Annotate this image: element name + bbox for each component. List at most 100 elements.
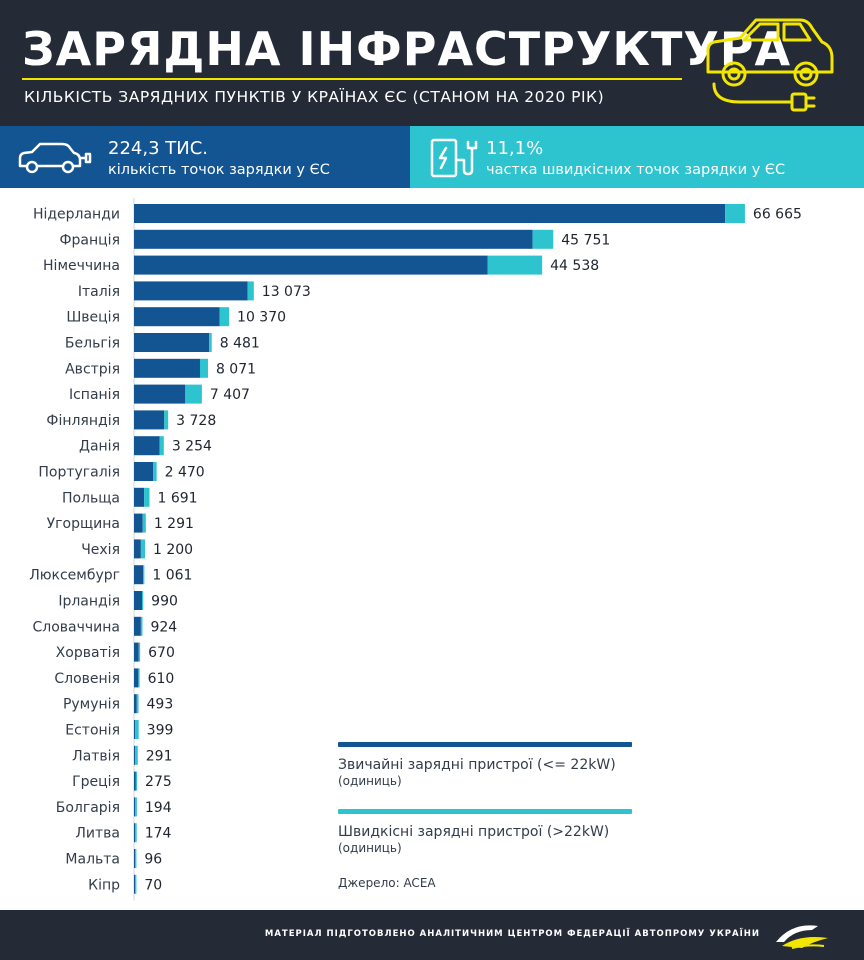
country-label: Словаччина [33,619,121,635]
legend: Звичайні зарядні пристрої (<= 22kW) (оди… [338,742,638,856]
country-label: Італія [78,284,120,300]
value-label: 493 [147,697,174,713]
bar-fast [725,204,745,223]
bar-fast [135,745,138,765]
value-label: 3 254 [172,439,212,455]
bar-regular [134,229,533,249]
value-label: 1 061 [152,568,192,584]
value-label: 174 [145,826,172,842]
bar-fast [135,720,139,739]
bar-fast [136,694,139,714]
value-label: 275 [145,774,172,790]
country-label: Нідерланди [33,207,120,223]
country-label: Данія [79,439,120,455]
legend-fast-unit: (одиниць) [338,841,402,855]
country-label: Словенія [54,671,120,687]
footer-credit: МАТЕРІАЛ ПІДГОТОВЛЕНО АНАЛІТИЧНИМ ЦЕНТРО… [264,929,760,939]
country-label: Франція [59,232,120,248]
value-label: 990 [151,594,178,610]
country-label: Латвія [72,748,120,764]
bar-fast [159,436,164,456]
country-label: Мальта [65,852,120,868]
value-label: 1 691 [157,490,197,506]
bar-fast [142,513,146,533]
country-label: Бельгія [65,336,120,352]
stat-fast-value: 11,1% [486,138,544,159]
bar-regular [134,410,165,430]
value-label: 610 [148,671,175,687]
value-label: 291 [146,748,173,764]
stat-total-panel: 224,3 ТИС. кількість точок зарядки у ЄС [0,126,410,188]
legend-regular-unit: (одиниць) [338,774,402,788]
value-label: 96 [144,852,162,868]
value-label: 66 665 [753,207,802,223]
country-label: Фінляндія [46,413,120,429]
footer: МАТЕРІАЛ ПІДГОТОВЛЕНО АНАЛІТИЧНИМ ЦЕНТРО… [0,910,864,960]
bar-regular [134,204,726,223]
bar-regular [134,616,141,636]
bar-regular [134,436,160,456]
bar-regular [134,333,210,352]
country-label: Австрія [65,361,120,377]
stats-strip: 224,3 ТИС. кількість точок зарядки у ЄС … [0,126,864,188]
country-label: Болгарія [56,800,120,816]
value-label: 8 071 [216,361,256,377]
value-label: 44 538 [550,258,599,274]
country-label: Хорватія [56,645,120,661]
bar-fast [135,797,137,817]
value-label: 70 [144,877,162,893]
country-label: Португалія [38,465,120,481]
value-label: 13 073 [262,284,311,300]
country-label: Німеччина [43,258,120,274]
federation-logo-icon [776,925,828,949]
country-label: Польща [62,490,120,506]
bar-regular [134,462,154,481]
value-label: 1 291 [154,516,194,532]
country-label: Чехія [81,542,120,558]
bar-fast [140,539,145,559]
bar-fast [141,591,144,610]
country-label: Кіпр [88,877,120,893]
stat-total-label: кількість точок зарядки у ЄС [108,162,330,178]
bar-regular [134,720,136,739]
value-label: 8 481 [220,336,260,352]
bar-chart-svg: Нідерланди 66 665 Франція 45 751 Німеччина 44… [29,198,802,901]
value-label: 3 728 [176,413,216,429]
car-plug-icon [18,142,92,174]
bar-regular [134,874,136,894]
legend-fast-swatch [338,809,632,814]
bar-regular [134,797,136,817]
bar-fast [219,307,230,327]
bar-fast [140,616,143,636]
bar-fast [135,849,137,868]
bar-regular [134,255,488,275]
value-label: 10 370 [237,310,286,326]
value-label: 1 200 [153,542,193,558]
value-label: 670 [148,645,175,661]
country-label: Румунія [63,697,120,713]
country-label: Швеція [66,310,120,326]
country-label: Угорщина [47,516,120,532]
bar-fast [135,823,137,843]
bar-regular [134,668,139,688]
page-subtitle: КІЛЬКІСТЬ ЗАРЯДНИХ ПУНКТІВ У КРАЇНАХ ЄС … [24,88,605,106]
bar-regular [134,591,142,610]
bar-fast [209,333,212,352]
charging-station-icon [430,138,478,178]
legend-regular-swatch [338,742,632,747]
value-label: 2 470 [165,465,205,481]
country-label: Іспанія [69,387,120,403]
bar-regular [134,513,143,533]
country-label: Литва [75,826,120,842]
bar-regular [134,539,141,559]
stat-total-value: 224,3 ТИС. [108,138,209,159]
header: ЗАРЯДНА ІНФРАСТРУКТУРА КІЛЬКІСТЬ ЗАРЯДНИ… [0,0,864,126]
legend-regular-label: Звичайні зарядні пристрої (<= 22kW) [338,757,616,773]
electric-car-plug-icon [706,18,834,112]
bar-regular [134,771,136,791]
bar-regular [134,358,200,378]
value-label: 194 [145,800,172,816]
value-label: 924 [150,619,177,635]
country-label: Естонія [65,723,120,739]
value-label: 45 751 [561,232,610,248]
